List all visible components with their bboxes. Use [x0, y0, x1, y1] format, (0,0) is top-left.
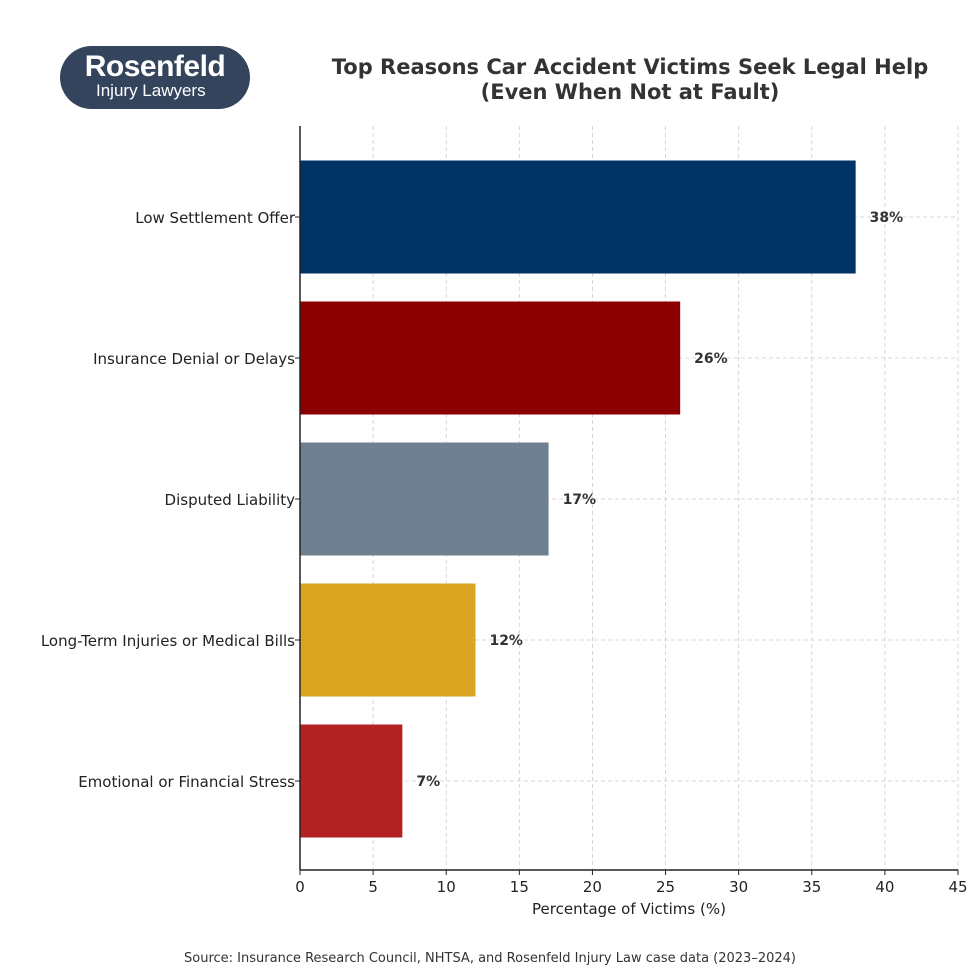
bar	[300, 301, 681, 415]
x-tick-label: 25	[656, 878, 675, 896]
y-tick-label: Disputed Liability	[165, 491, 296, 509]
rosenfeld-logo: Rosenfeld Injury Lawyers	[60, 46, 250, 109]
x-tick-label: 5	[368, 878, 378, 896]
x-tick-label: 30	[729, 878, 748, 896]
data-label: 38%	[870, 210, 904, 226]
chart-title: Top Reasons Car Accident Victims Seek Le…	[332, 55, 928, 79]
data-label: 12%	[489, 633, 523, 649]
x-axis-label: Percentage of Victims (%)	[532, 900, 726, 918]
x-tick-label: 20	[583, 878, 602, 896]
x-tick-label: 45	[948, 878, 967, 896]
y-tick-label: Low Settlement Offer	[135, 209, 296, 227]
x-tick-label: 10	[437, 878, 456, 896]
data-label: 7%	[416, 774, 440, 790]
x-tick-label: 15	[510, 878, 529, 896]
y-tick-label: Insurance Denial or Delays	[93, 350, 295, 368]
bar	[300, 442, 549, 556]
x-tick-label: 35	[802, 878, 821, 896]
bar	[300, 583, 476, 697]
y-tick-label: Long-Term Injuries or Medical Bills	[41, 632, 295, 650]
chart-subtitle: (Even When Not at Fault)	[481, 80, 780, 104]
x-tick-label: 0	[295, 878, 305, 896]
y-tick-label: Emotional or Financial Stress	[78, 773, 295, 791]
source-note: Source: Insurance Research Council, NHTS…	[184, 951, 796, 966]
logo-name: Rosenfeld	[84, 50, 226, 83]
bar	[300, 724, 403, 838]
bar	[300, 160, 856, 274]
data-label: 17%	[563, 492, 597, 508]
data-label: 26%	[694, 351, 728, 367]
logo-tagline: Injury Lawyers	[96, 81, 206, 100]
x-tick-label: 40	[875, 878, 894, 896]
